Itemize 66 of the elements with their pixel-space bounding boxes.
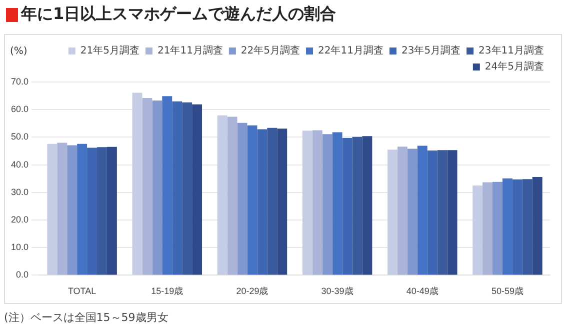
bar (417, 146, 428, 275)
text: (注）ベースは全国15～59歳男女 (4, 310, 168, 325)
bar (342, 138, 352, 275)
bar (247, 125, 258, 275)
y-axis-title: (%) (10, 46, 28, 57)
bar (312, 130, 322, 275)
bar (302, 130, 312, 275)
bar (237, 122, 248, 275)
bar (492, 182, 502, 275)
bar (227, 116, 238, 275)
bar (257, 129, 268, 275)
bar (387, 150, 398, 275)
x-tick-label: 15-19歳 (151, 286, 184, 296)
bar (352, 136, 362, 275)
legend-label: 22年5月調査 (240, 44, 300, 57)
chart-title: 年に1日以上スマホゲームで遊んだ人の割合 (21, 4, 336, 25)
bar (397, 146, 408, 275)
bar (532, 176, 542, 275)
legend-label: 23年11月調査 (478, 44, 544, 57)
bar (512, 179, 522, 275)
bar (407, 148, 418, 275)
y-tick-label: 30.0 (10, 186, 29, 197)
bar (447, 150, 458, 275)
bar (437, 150, 448, 275)
bar (522, 179, 532, 275)
y-tick-label: 50.0 (10, 132, 29, 142)
x-tick-label: 20-29歳 (236, 286, 268, 296)
x-tick-label: 30-39歳 (321, 286, 354, 296)
bar (77, 144, 88, 275)
legend-label: 21年11月調査 (157, 44, 223, 57)
bar (162, 96, 172, 275)
y-tick-label: 10.0 (10, 242, 29, 252)
bar (267, 128, 278, 275)
bar (47, 144, 58, 275)
bar (106, 146, 117, 275)
bar (97, 147, 107, 275)
x-tick-label: 50-59歳 (491, 286, 524, 296)
legend-label: 22年11月調査 (318, 44, 384, 57)
bar (502, 178, 512, 275)
bar (87, 148, 98, 275)
bar (152, 100, 162, 275)
bar (132, 92, 142, 275)
bar (217, 115, 228, 275)
bar (427, 150, 438, 275)
bar (472, 186, 483, 275)
y-tick-label: 70.0 (10, 76, 29, 86)
legend-label: 24年5月調査 (484, 60, 544, 73)
bar (362, 136, 372, 275)
legend-label: 23年5月調査 (401, 44, 461, 57)
bar (482, 182, 493, 275)
bar (67, 145, 78, 275)
y-tick-label: 40.0 (10, 159, 29, 170)
bar (142, 98, 152, 275)
y-tick-label: 60.0 (10, 104, 29, 114)
bar (277, 128, 288, 275)
x-tick-label: 40-49歳 (406, 286, 438, 296)
x-tick-label: TOTAL (68, 286, 96, 296)
bar (322, 134, 332, 275)
bar (192, 104, 202, 275)
y-tick-label: 0.0 (16, 270, 29, 280)
legend-label: 21年5月調査 (80, 44, 140, 57)
bar (332, 132, 342, 275)
y-tick-label: 20.0 (10, 214, 29, 224)
bar (57, 142, 68, 275)
bar (182, 102, 192, 275)
bar (172, 101, 182, 275)
